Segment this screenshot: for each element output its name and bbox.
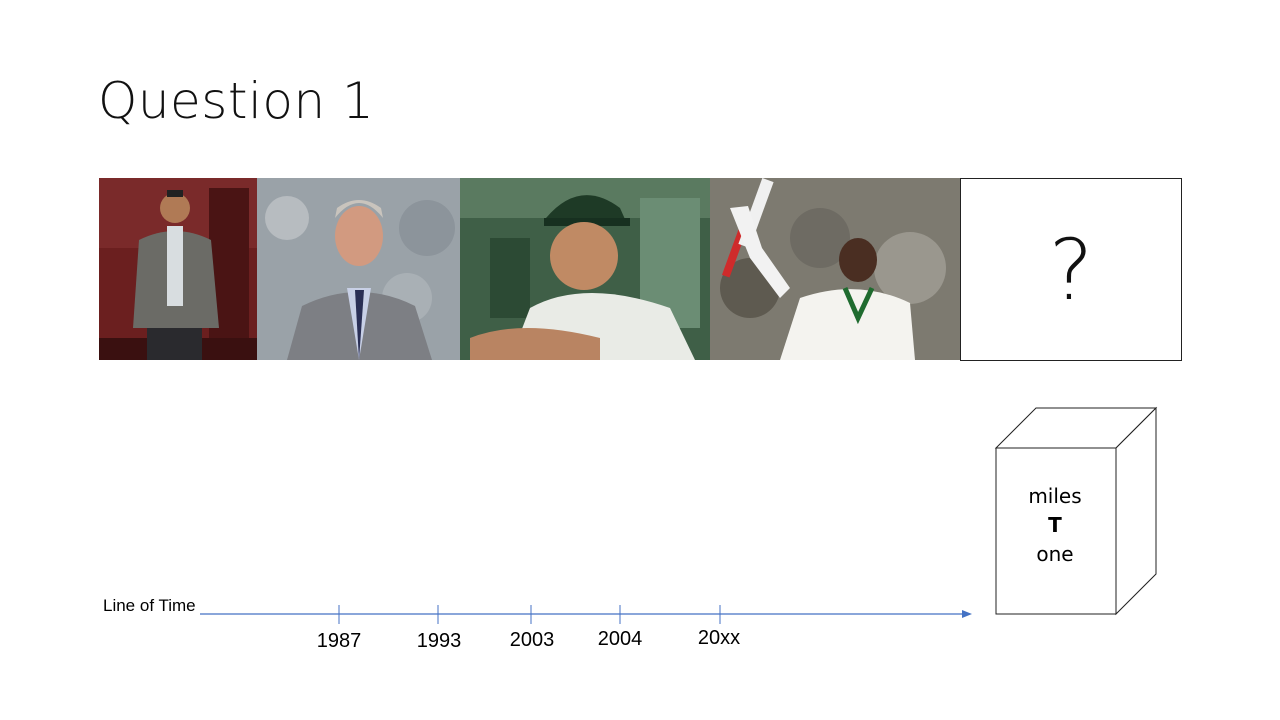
timeline-label: Line of Time	[103, 596, 196, 615]
timeline-arrowhead	[962, 610, 972, 618]
tick-label-1993: 1993	[416, 630, 462, 652]
tick-label-1987: 1987	[316, 630, 362, 652]
slide-title: Question 1	[98, 72, 375, 130]
tick-label-2004: 2004	[597, 628, 643, 650]
photo-person-1	[99, 178, 257, 360]
tick-label-2003: 2003	[509, 629, 555, 651]
question-mark: ?	[1048, 220, 1094, 319]
cube-line-3: one	[1036, 542, 1074, 566]
cube-line-2: T	[1048, 513, 1062, 537]
photo-person-2	[257, 178, 460, 360]
tick-label-20xx: 20xx	[697, 627, 741, 649]
cube-text: miles T one	[996, 482, 1114, 569]
cube-line-1: miles	[1028, 484, 1082, 508]
photo-person-3	[460, 178, 710, 360]
mystery-person-box: ?	[960, 178, 1182, 361]
photo-person-4	[710, 178, 960, 360]
cube-shape	[994, 406, 1158, 616]
